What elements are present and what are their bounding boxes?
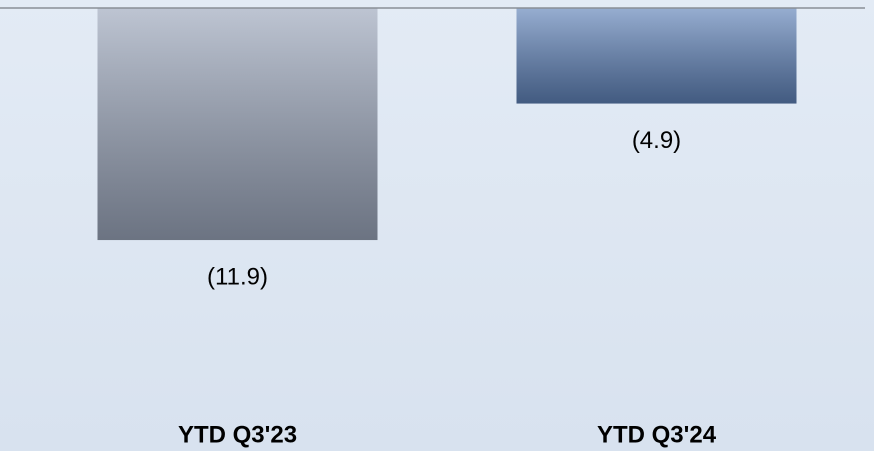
- value-label: (11.9): [207, 263, 268, 290]
- x-tick-label: YTD Q3'23: [178, 421, 297, 448]
- value-label: (4.9): [632, 127, 681, 154]
- bar-shade: [97, 8, 378, 241]
- bar-shade: [516, 8, 797, 104]
- x-tick-label: YTD Q3'24: [597, 421, 717, 448]
